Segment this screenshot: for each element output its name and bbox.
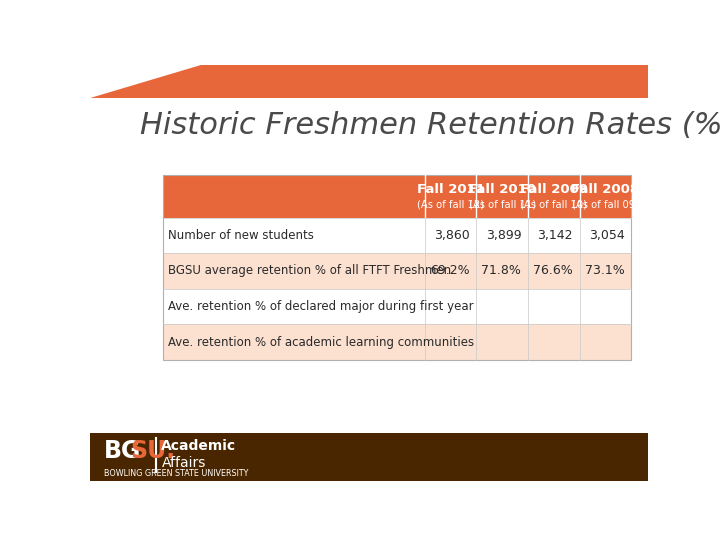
FancyBboxPatch shape bbox=[528, 253, 580, 289]
FancyBboxPatch shape bbox=[580, 325, 631, 360]
FancyBboxPatch shape bbox=[90, 433, 648, 481]
Text: 3,054: 3,054 bbox=[589, 229, 624, 242]
FancyBboxPatch shape bbox=[580, 289, 631, 325]
Text: 3,142: 3,142 bbox=[537, 229, 573, 242]
FancyBboxPatch shape bbox=[425, 175, 477, 218]
Text: 3,899: 3,899 bbox=[486, 229, 521, 242]
FancyBboxPatch shape bbox=[163, 175, 425, 218]
Text: Ave. retention % of academic learning communities: Ave. retention % of academic learning co… bbox=[168, 336, 474, 349]
Text: 71.8%: 71.8% bbox=[482, 265, 521, 278]
Text: Affairs: Affairs bbox=[161, 456, 206, 470]
Text: BG: BG bbox=[104, 439, 141, 463]
FancyBboxPatch shape bbox=[580, 175, 631, 218]
FancyBboxPatch shape bbox=[477, 253, 528, 289]
FancyBboxPatch shape bbox=[477, 218, 528, 253]
Text: (As of fall 10): (As of fall 10) bbox=[521, 200, 588, 210]
FancyBboxPatch shape bbox=[425, 325, 477, 360]
FancyBboxPatch shape bbox=[477, 289, 528, 325]
FancyBboxPatch shape bbox=[477, 325, 528, 360]
FancyBboxPatch shape bbox=[425, 289, 477, 325]
FancyBboxPatch shape bbox=[528, 218, 580, 253]
Text: 76.6%: 76.6% bbox=[534, 265, 573, 278]
Text: Ave. retention % of declared major during first year: Ave. retention % of declared major durin… bbox=[168, 300, 474, 313]
Text: (As of fall 09): (As of fall 09) bbox=[572, 200, 639, 210]
Text: Fall 2009: Fall 2009 bbox=[520, 183, 588, 195]
FancyBboxPatch shape bbox=[90, 65, 648, 98]
FancyBboxPatch shape bbox=[163, 253, 425, 289]
FancyBboxPatch shape bbox=[163, 325, 425, 360]
FancyBboxPatch shape bbox=[163, 289, 425, 325]
Text: Academic: Academic bbox=[161, 439, 237, 453]
FancyBboxPatch shape bbox=[425, 253, 477, 289]
Text: Historic Freshmen Retention Rates (%): Historic Freshmen Retention Rates (%) bbox=[140, 111, 720, 140]
FancyBboxPatch shape bbox=[528, 289, 580, 325]
FancyBboxPatch shape bbox=[477, 175, 528, 218]
Polygon shape bbox=[90, 65, 202, 98]
Text: Fall 2010: Fall 2010 bbox=[468, 183, 536, 195]
FancyBboxPatch shape bbox=[580, 218, 631, 253]
FancyBboxPatch shape bbox=[528, 325, 580, 360]
Text: 69.2%: 69.2% bbox=[430, 265, 469, 278]
FancyBboxPatch shape bbox=[425, 218, 477, 253]
Text: 3,860: 3,860 bbox=[434, 229, 469, 242]
FancyBboxPatch shape bbox=[163, 218, 425, 253]
Text: BGSU average retention % of all FTFT Freshmen: BGSU average retention % of all FTFT Fre… bbox=[168, 265, 451, 278]
Text: (As of fall 11): (As of fall 11) bbox=[469, 200, 536, 210]
Text: 73.1%: 73.1% bbox=[585, 265, 624, 278]
Text: (As of fall 12): (As of fall 12) bbox=[417, 200, 484, 210]
FancyBboxPatch shape bbox=[580, 253, 631, 289]
Text: BOWLING GREEN STATE UNIVERSITY: BOWLING GREEN STATE UNIVERSITY bbox=[104, 469, 248, 478]
Text: Fall 2008: Fall 2008 bbox=[572, 183, 639, 195]
Text: SU.: SU. bbox=[130, 439, 175, 463]
Text: Fall 2011: Fall 2011 bbox=[417, 183, 485, 195]
FancyBboxPatch shape bbox=[528, 175, 580, 218]
Text: Number of new students: Number of new students bbox=[168, 229, 314, 242]
